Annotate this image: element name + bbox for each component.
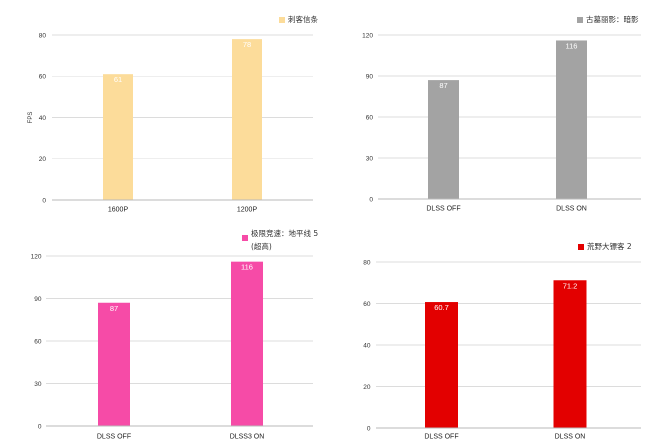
bar-value-label: 116: [241, 263, 253, 272]
x-tick-label: DLSS ON: [556, 206, 587, 213]
y-tick-label: 30: [34, 381, 42, 388]
legend-bottom-left: 极限竞速：地平线 5 (超高): [242, 227, 325, 253]
y-tick-label: 90: [366, 73, 374, 80]
x-tick-label: DLSS OFF: [97, 434, 131, 441]
y-tick-label: 80: [39, 32, 47, 39]
bar-dlss-off: [428, 80, 459, 199]
y-tick-label: 60: [34, 338, 42, 345]
y-tick-label: 0: [38, 423, 42, 430]
y-tick-label: 20: [363, 384, 371, 391]
legend-swatch: [577, 17, 583, 23]
bar-dlss-off: [98, 302, 130, 426]
legend-top-left: 刺客信条: [279, 14, 318, 26]
y-tick-label: 20: [39, 156, 47, 163]
bar-1200p: [232, 39, 262, 200]
x-tick-label: DLSS OFF: [426, 206, 460, 213]
y-tick-label: 60: [366, 114, 374, 121]
x-tick-label: 1600P: [108, 207, 129, 214]
y-tick-label: 60: [363, 301, 371, 308]
bar-1600p: [103, 74, 133, 200]
legend-swatch: [279, 17, 285, 23]
legend-bottom-right: 荒野大镖客 2: [578, 241, 632, 253]
x-tick-label: DLSS3 ON: [230, 434, 265, 441]
x-tick-label: DLSS ON: [555, 434, 586, 441]
chart-top-left: 0 20 40 60 80 61 1600P 78 1200P FPS: [28, 32, 313, 214]
bar-dlss-on: [556, 40, 587, 199]
y-tick-label: 80: [363, 259, 371, 266]
bar-dlss-on: [553, 280, 587, 428]
bar-value-label: 71.2: [563, 281, 578, 290]
legend-label: 极限竞速：地平线 5 (超高): [251, 228, 319, 251]
bar-value-label: 116: [566, 41, 578, 50]
bar-value-label: 60.7: [434, 303, 449, 312]
bar-value-label: 87: [439, 81, 447, 90]
legend-label: 古墓丽影：暗影: [586, 15, 639, 24]
chart-bottom-left: 0 30 60 90 120 87 DLSS OFF 116 DLSS3 ON: [31, 253, 313, 441]
bar-dlss3-on: [231, 261, 263, 426]
x-tick-label: DLSS OFF: [424, 434, 458, 441]
y-tick-label: 120: [31, 253, 42, 260]
bar-value-label: 61: [114, 75, 122, 84]
legend-top-right: 古墓丽影：暗影: [577, 14, 639, 26]
bar-value-label: 87: [110, 304, 118, 313]
legend-label: 刺客信条: [288, 15, 318, 24]
y-tick-label: 0: [369, 196, 373, 203]
y-tick-label: 40: [39, 115, 47, 122]
bar-value-label: 78: [243, 40, 251, 49]
y-tick-label: 120: [362, 32, 373, 39]
y-tick-label: 30: [366, 155, 374, 162]
legend-swatch: [578, 244, 584, 250]
y-tick-label: 40: [363, 342, 371, 349]
y-tick-label: 0: [42, 197, 46, 204]
chart-top-right: 0 30 60 90 120 87 DLSS OFF 116 DLSS ON: [362, 32, 641, 213]
chart-bottom-right: 0 20 40 60 80 60.7 DLSS OFF 71.2 DLSS ON: [363, 259, 641, 441]
legend-swatch: [242, 234, 248, 241]
y-tick-label: 60: [39, 74, 47, 81]
y-tick-label: 90: [34, 296, 42, 303]
bar-dlss-off: [425, 302, 458, 428]
y-tick-label: 0: [367, 425, 371, 432]
y-axis-label: FPS: [28, 112, 34, 124]
x-tick-label: 1200P: [237, 207, 258, 214]
legend-label: 荒野大镖客 2: [587, 242, 632, 251]
